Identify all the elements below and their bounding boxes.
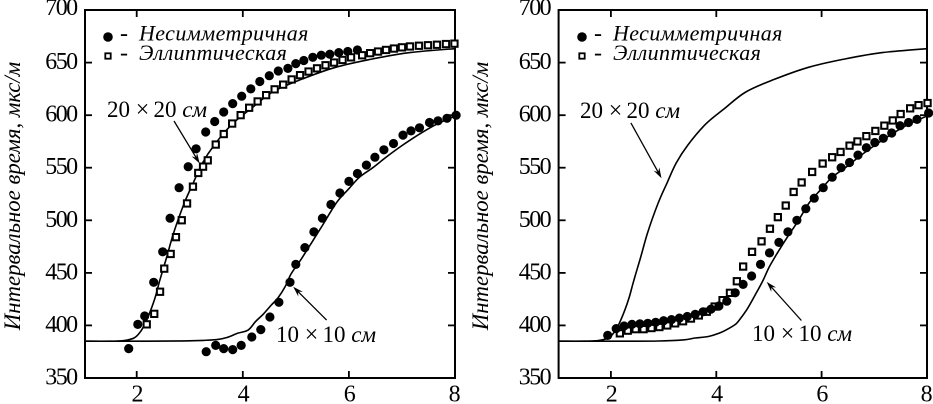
svg-text:2: 2 (606, 382, 617, 404)
svg-text:500: 500 (45, 207, 78, 233)
svg-text:Эллиптическая: Эллиптическая (613, 40, 761, 65)
svg-text:600: 600 (45, 102, 78, 128)
svg-text:-: - (120, 41, 128, 67)
svg-text:700: 700 (519, 0, 552, 21)
svg-text:400: 400 (45, 312, 78, 338)
svg-text:20 × 20 см: 20 × 20 см (107, 97, 207, 123)
svg-text:-: - (120, 21, 128, 47)
svg-text:700: 700 (45, 0, 78, 21)
svg-text:600: 600 (519, 102, 552, 128)
svg-text:Интервальное время, мкс/м: Интервальное время, мкс/м (0, 62, 25, 331)
svg-text:500: 500 (519, 207, 552, 233)
svg-text:4: 4 (711, 382, 723, 404)
svg-text:650: 650 (45, 49, 78, 75)
svg-text:350: 350 (45, 364, 78, 390)
svg-text:Интервальное время, мкс/м: Интервальное время, мкс/м (468, 62, 493, 331)
svg-text:10 × 10 см: 10 × 10 см (276, 322, 376, 348)
svg-text:550: 550 (519, 154, 552, 180)
svg-text:Эллиптическая: Эллиптическая (139, 40, 287, 65)
svg-text:-: - (594, 21, 602, 47)
svg-text:550: 550 (45, 154, 78, 180)
svg-text:450: 450 (45, 259, 78, 285)
svg-text:350: 350 (519, 364, 552, 390)
svg-text:6: 6 (344, 382, 356, 404)
svg-text:-: - (594, 41, 602, 67)
svg-text:20 × 20 см: 20 × 20 см (580, 98, 680, 124)
svg-text:8: 8 (449, 382, 461, 404)
svg-text:8: 8 (921, 382, 933, 404)
svg-text:400: 400 (519, 312, 552, 338)
svg-text:4: 4 (238, 382, 250, 404)
svg-text:650: 650 (519, 49, 552, 75)
svg-text:Несимметричная: Несимметричная (612, 21, 783, 46)
svg-text:Несимметричная: Несимметричная (138, 21, 309, 46)
svg-text:6: 6 (816, 382, 828, 404)
svg-text:10 × 10 см: 10 × 10 см (752, 321, 852, 347)
svg-text:450: 450 (519, 259, 552, 285)
svg-text:2: 2 (131, 382, 142, 404)
